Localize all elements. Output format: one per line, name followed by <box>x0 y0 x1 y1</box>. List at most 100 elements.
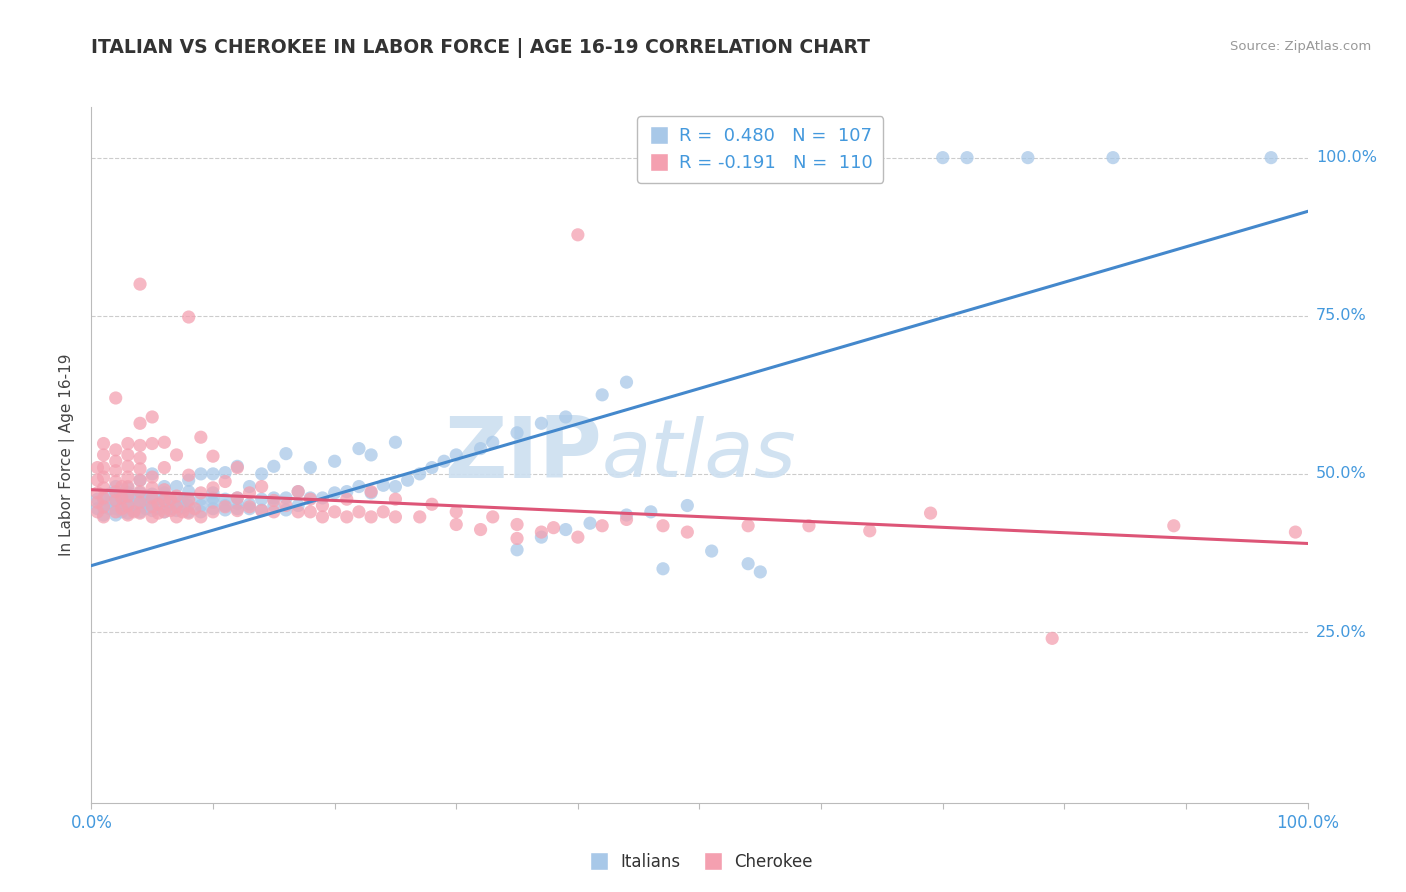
Point <box>111 505 134 519</box>
Point <box>543 521 565 535</box>
Point <box>263 505 285 519</box>
Point <box>117 481 139 495</box>
Point <box>250 467 273 481</box>
Point <box>141 470 163 484</box>
Point <box>129 505 152 519</box>
Point <box>111 491 134 505</box>
Point <box>481 435 503 450</box>
Point <box>172 505 194 519</box>
Point <box>117 508 139 522</box>
Point <box>274 491 297 505</box>
Point <box>360 486 382 500</box>
Point <box>1102 151 1125 165</box>
Point <box>129 499 152 513</box>
Point <box>202 486 225 500</box>
Point <box>159 501 181 516</box>
Point <box>104 492 127 507</box>
Text: Source: ZipAtlas.com: Source: ZipAtlas.com <box>1230 40 1371 54</box>
Point <box>323 505 346 519</box>
Point <box>311 509 333 524</box>
Point <box>148 501 170 516</box>
Point <box>93 500 115 514</box>
Point <box>148 506 170 520</box>
Point <box>153 486 176 500</box>
Point <box>135 489 157 503</box>
Point <box>567 227 589 242</box>
Y-axis label: In Labor Force | Age 16-19: In Labor Force | Age 16-19 <box>59 353 76 557</box>
Point <box>859 524 882 538</box>
Point <box>104 479 127 493</box>
Point <box>111 501 134 516</box>
Point <box>166 448 188 462</box>
Point <box>591 518 613 533</box>
Point <box>444 448 467 462</box>
Point <box>177 468 200 483</box>
Point <box>1284 525 1306 540</box>
Point <box>506 542 529 557</box>
Point <box>93 508 115 522</box>
Point <box>153 499 176 513</box>
Point <box>129 484 152 499</box>
Point <box>506 425 529 440</box>
Point <box>141 481 163 495</box>
Point <box>384 435 406 450</box>
Point <box>530 525 553 540</box>
Point <box>214 466 236 480</box>
Point <box>104 508 127 522</box>
Point <box>93 448 115 462</box>
Point <box>263 493 285 508</box>
Point <box>506 517 529 532</box>
Point <box>172 500 194 515</box>
Point <box>616 508 638 522</box>
Point <box>226 491 249 505</box>
Point <box>287 484 309 499</box>
Point <box>153 505 176 519</box>
Point <box>797 518 820 533</box>
Point <box>616 512 638 526</box>
Point <box>141 503 163 517</box>
Point <box>250 492 273 507</box>
Point <box>202 491 225 505</box>
Point <box>129 492 152 507</box>
Point <box>202 501 225 516</box>
Point <box>117 479 139 493</box>
Point <box>86 495 108 509</box>
Point <box>93 481 115 495</box>
Point <box>141 509 163 524</box>
Point <box>554 409 576 424</box>
Point <box>652 562 675 576</box>
Point <box>506 532 529 546</box>
Point <box>122 491 145 505</box>
Point <box>360 448 382 462</box>
Point <box>190 486 212 500</box>
Point <box>360 484 382 499</box>
Point <box>177 473 200 487</box>
Point <box>190 509 212 524</box>
Point <box>129 451 152 466</box>
Point <box>238 486 260 500</box>
Point <box>177 499 200 513</box>
Point <box>129 495 152 509</box>
Point <box>420 497 443 511</box>
Text: ITALIAN VS CHEROKEE IN LABOR FORCE | AGE 16-19 CORRELATION CHART: ITALIAN VS CHEROKEE IN LABOR FORCE | AGE… <box>91 38 870 58</box>
Point <box>117 448 139 462</box>
Point <box>104 454 127 468</box>
Point <box>226 497 249 511</box>
Point <box>122 497 145 511</box>
Point <box>420 460 443 475</box>
Point <box>299 460 322 475</box>
Point <box>86 492 108 507</box>
Point <box>117 495 139 509</box>
Point <box>111 491 134 505</box>
Point <box>141 491 163 505</box>
Point <box>122 503 145 517</box>
Point <box>117 489 139 503</box>
Point <box>1163 518 1185 533</box>
Point <box>226 501 249 516</box>
Point <box>129 486 152 500</box>
Point <box>184 501 207 516</box>
Point <box>129 438 152 452</box>
Point <box>166 503 188 517</box>
Point <box>1260 151 1282 165</box>
Point <box>141 487 163 501</box>
